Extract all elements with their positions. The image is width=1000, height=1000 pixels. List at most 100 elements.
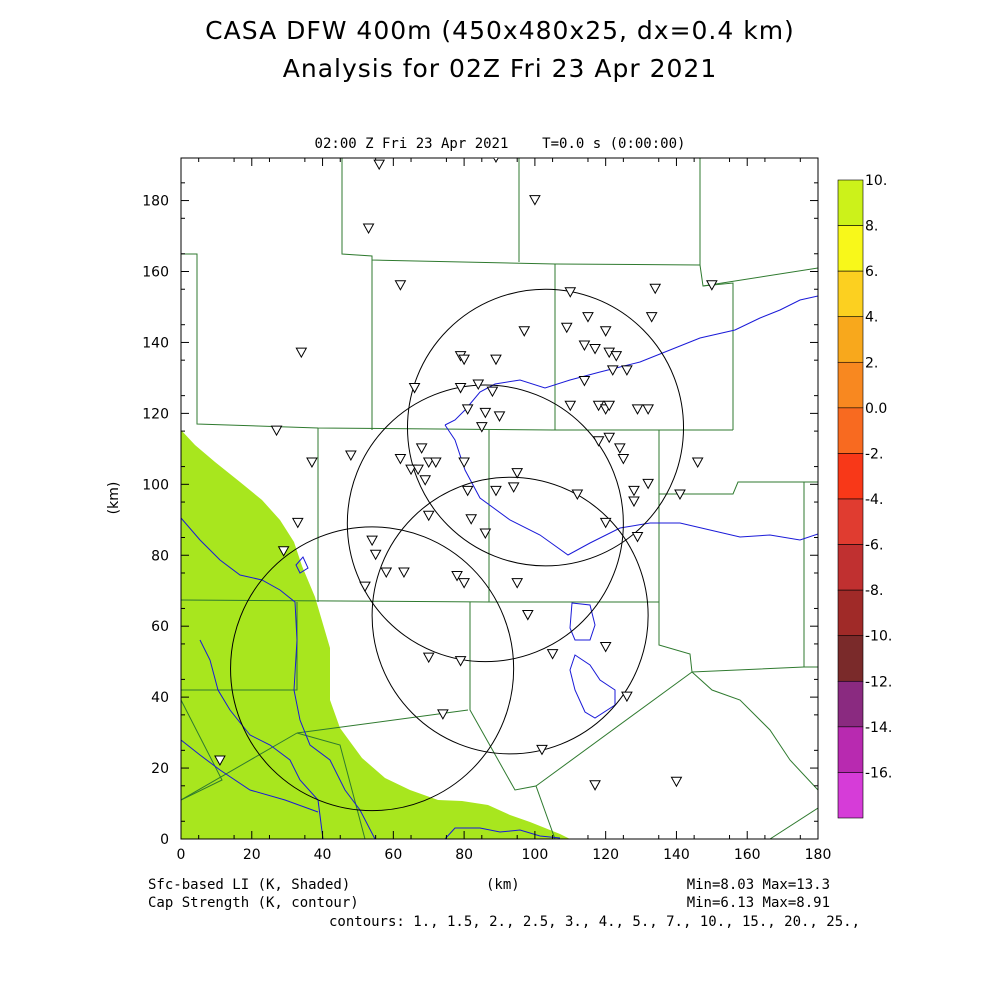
valid-time: 02:00 Z Fri 23 Apr 2021 (314, 136, 509, 152)
station-marker (422, 510, 435, 522)
x-axis-label: (km) (486, 877, 520, 893)
colorbar-label: -12. (865, 674, 892, 690)
colorbar: 10. 8. 6. 4. 2. 0.0 -2. -4. -6. -8. -10. -12. -14. -1… (837, 173, 892, 819)
station-marker (472, 379, 485, 391)
colorbar-swatch (837, 680, 864, 728)
station-marker (674, 489, 686, 500)
station-marker (621, 691, 633, 703)
station-marker (475, 422, 488, 433)
station-marker (295, 347, 308, 359)
colorbar-swatch (837, 225, 864, 272)
y-tick-label: 80 (151, 548, 169, 564)
colorbar-label: -10. (865, 629, 892, 645)
station-marker (419, 475, 432, 486)
station-marker (599, 517, 612, 529)
station-marker (398, 567, 410, 579)
colorbar-label: -6. (865, 538, 883, 554)
station-marker (578, 375, 591, 387)
colorbar-label: 4. (865, 310, 878, 326)
x-tick-label: 0 (177, 847, 186, 863)
x-tick-label: 100 (522, 847, 549, 863)
station-marker (691, 457, 704, 469)
station-marker (362, 223, 375, 234)
station-marker (380, 567, 393, 579)
colorbar-label: -14. (865, 720, 892, 736)
colorbar-swatch (837, 544, 864, 591)
colorbar-label: -16. (865, 765, 892, 781)
station-marker (486, 386, 499, 398)
station-marker (571, 489, 584, 500)
station-marker (645, 312, 658, 323)
station-marker (606, 365, 619, 376)
station-marker (564, 287, 577, 298)
station-marker (458, 457, 470, 469)
station-marker (628, 496, 640, 508)
plot-frame (180, 157, 819, 840)
station-marker (592, 436, 605, 447)
station-marker (369, 549, 382, 561)
station-markers (214, 158, 718, 791)
station-marker (589, 344, 601, 355)
tick-marks: 0 20 40 60 80 100 120 140 160 180 0 20 40 60 80 100 120 1… (142, 158, 831, 863)
station-marker (465, 514, 478, 525)
station-marker (518, 326, 531, 337)
station-marker (560, 322, 573, 334)
station-marker (422, 457, 435, 469)
station-marker (649, 283, 662, 295)
station-marker (599, 326, 612, 337)
y-tick-label: 160 (142, 265, 169, 281)
colorbar-swatch (837, 407, 864, 454)
station-marker (458, 578, 470, 589)
x-tick-label: 160 (734, 847, 761, 863)
colorbar-label: 0.0 (865, 401, 887, 417)
radar-ring (346, 384, 624, 663)
station-marker (412, 464, 424, 476)
station-marker (429, 457, 442, 469)
station-marker (306, 457, 318, 469)
station-marker (610, 351, 623, 362)
station-marker (511, 468, 524, 479)
station-marker (705, 280, 718, 291)
li-shaded-region (181, 430, 570, 839)
colorbar-label: 6. (865, 264, 878, 280)
station-marker (603, 432, 616, 444)
station-marker (642, 404, 654, 415)
station-marker (454, 656, 467, 667)
station-marker (461, 404, 474, 415)
station-marker (394, 453, 407, 465)
station-marker (479, 407, 492, 419)
station-marker (458, 354, 470, 366)
station-marker (490, 485, 502, 497)
time-line: 02:00 Z Fri 23 Apr 2021 T=0.0 s (0:00:00… (180, 136, 820, 152)
station-marker (529, 195, 541, 206)
rivers (181, 295, 818, 839)
field2-label: Cap Strength (K, contour) (148, 895, 359, 911)
station-marker (564, 400, 577, 412)
station-marker (359, 581, 371, 593)
station-marker (536, 744, 548, 756)
station-marker (642, 478, 654, 490)
colorbar-swatch (837, 179, 864, 226)
station-marker (617, 453, 630, 465)
map-subtitle: Analysis for 02Z Fri 23 Apr 2021 (282, 54, 718, 83)
station-marker (405, 464, 417, 476)
x-tick-label: 80 (455, 847, 473, 863)
radar-ring (230, 526, 515, 812)
x-tick-label: 120 (592, 847, 619, 863)
x-tick-label: 140 (663, 847, 690, 863)
y-tick-label: 0 (160, 832, 169, 848)
colorbar-label: 10. (865, 173, 887, 189)
x-tick-label: 60 (384, 847, 402, 863)
y-tick-label: 40 (151, 690, 169, 706)
colorbar-swatch (837, 453, 864, 500)
station-marker (422, 652, 435, 664)
x-tick-label: 180 (805, 847, 832, 863)
station-marker (603, 400, 616, 412)
colorbar-label: 8. (865, 219, 878, 235)
colorbar-label: -2. (865, 446, 883, 462)
station-marker (613, 443, 626, 454)
station-marker (461, 485, 474, 497)
colorbar-label: 2. (865, 355, 878, 371)
station-marker (546, 649, 559, 660)
